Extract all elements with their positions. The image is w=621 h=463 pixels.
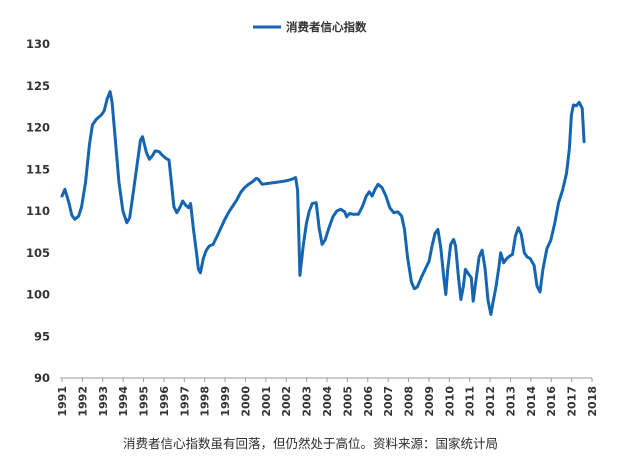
y-tick-label: 100: [26, 288, 50, 302]
y-tick-label: 90: [34, 371, 50, 385]
x-tick-label: 1991: [56, 386, 69, 417]
x-tick-label: 2008: [403, 386, 416, 417]
y-tick-label: 130: [26, 37, 50, 51]
x-tick-label: 2004: [321, 386, 334, 417]
x-tick-label: 2005: [341, 386, 354, 417]
x-tick-label: 2011: [464, 386, 477, 417]
x-tick-label: 1999: [219, 386, 232, 417]
y-tick-label: 120: [26, 121, 50, 135]
series-layer: [60, 90, 586, 316]
y-tick-label: 125: [26, 79, 50, 93]
x-tick-label: 2009: [423, 386, 436, 417]
x-tick-label: 1995: [138, 386, 151, 417]
x-tick-label: 1992: [76, 386, 89, 417]
x-tick-label: 1994: [117, 386, 130, 417]
y-tick-label: 105: [26, 246, 50, 260]
x-tick-label: 2003: [301, 386, 314, 417]
x-tick-label: 2007: [382, 386, 395, 417]
x-tick-label: 2006: [362, 386, 375, 417]
x-tick-label: 1998: [199, 386, 212, 417]
x-tick-label: 2001: [260, 386, 273, 417]
x-tick-label: 1993: [97, 386, 110, 417]
x-tick-label: 2013: [504, 386, 517, 417]
y-axis: 90 95 100 105 110 115 120 125 130: [26, 37, 50, 385]
y-tick-label: 110: [26, 204, 50, 218]
x-tick-label: 2014: [525, 386, 538, 417]
x-axis: 1991 1992 1993 1994 1995 1996 1997 1998 1999 2000…: [56, 377, 599, 417]
x-tick-label: 1996: [158, 386, 171, 417]
legend-label: 消费者信心指数: [286, 20, 367, 34]
x-tick-label: 2012: [484, 386, 497, 417]
x-tick-label: 2000: [239, 386, 252, 417]
x-tick-label: 2018: [586, 386, 599, 417]
x-tick-label: 2010: [443, 386, 456, 417]
x-tick-label: 2002: [280, 386, 293, 417]
chart-caption: 消费者信心指数虽有回落，但仍然处于高位。资料来源：国家统计局: [122, 436, 498, 451]
y-tick-label: 95: [34, 329, 50, 343]
legend: 消费者信心指数: [253, 20, 367, 34]
x-tick-label: 1997: [178, 386, 191, 417]
series-line: [60, 90, 586, 316]
y-tick-label: 115: [26, 162, 50, 176]
x-tick-label: 2017: [566, 386, 579, 417]
x-tick-label: 2016: [545, 386, 558, 417]
